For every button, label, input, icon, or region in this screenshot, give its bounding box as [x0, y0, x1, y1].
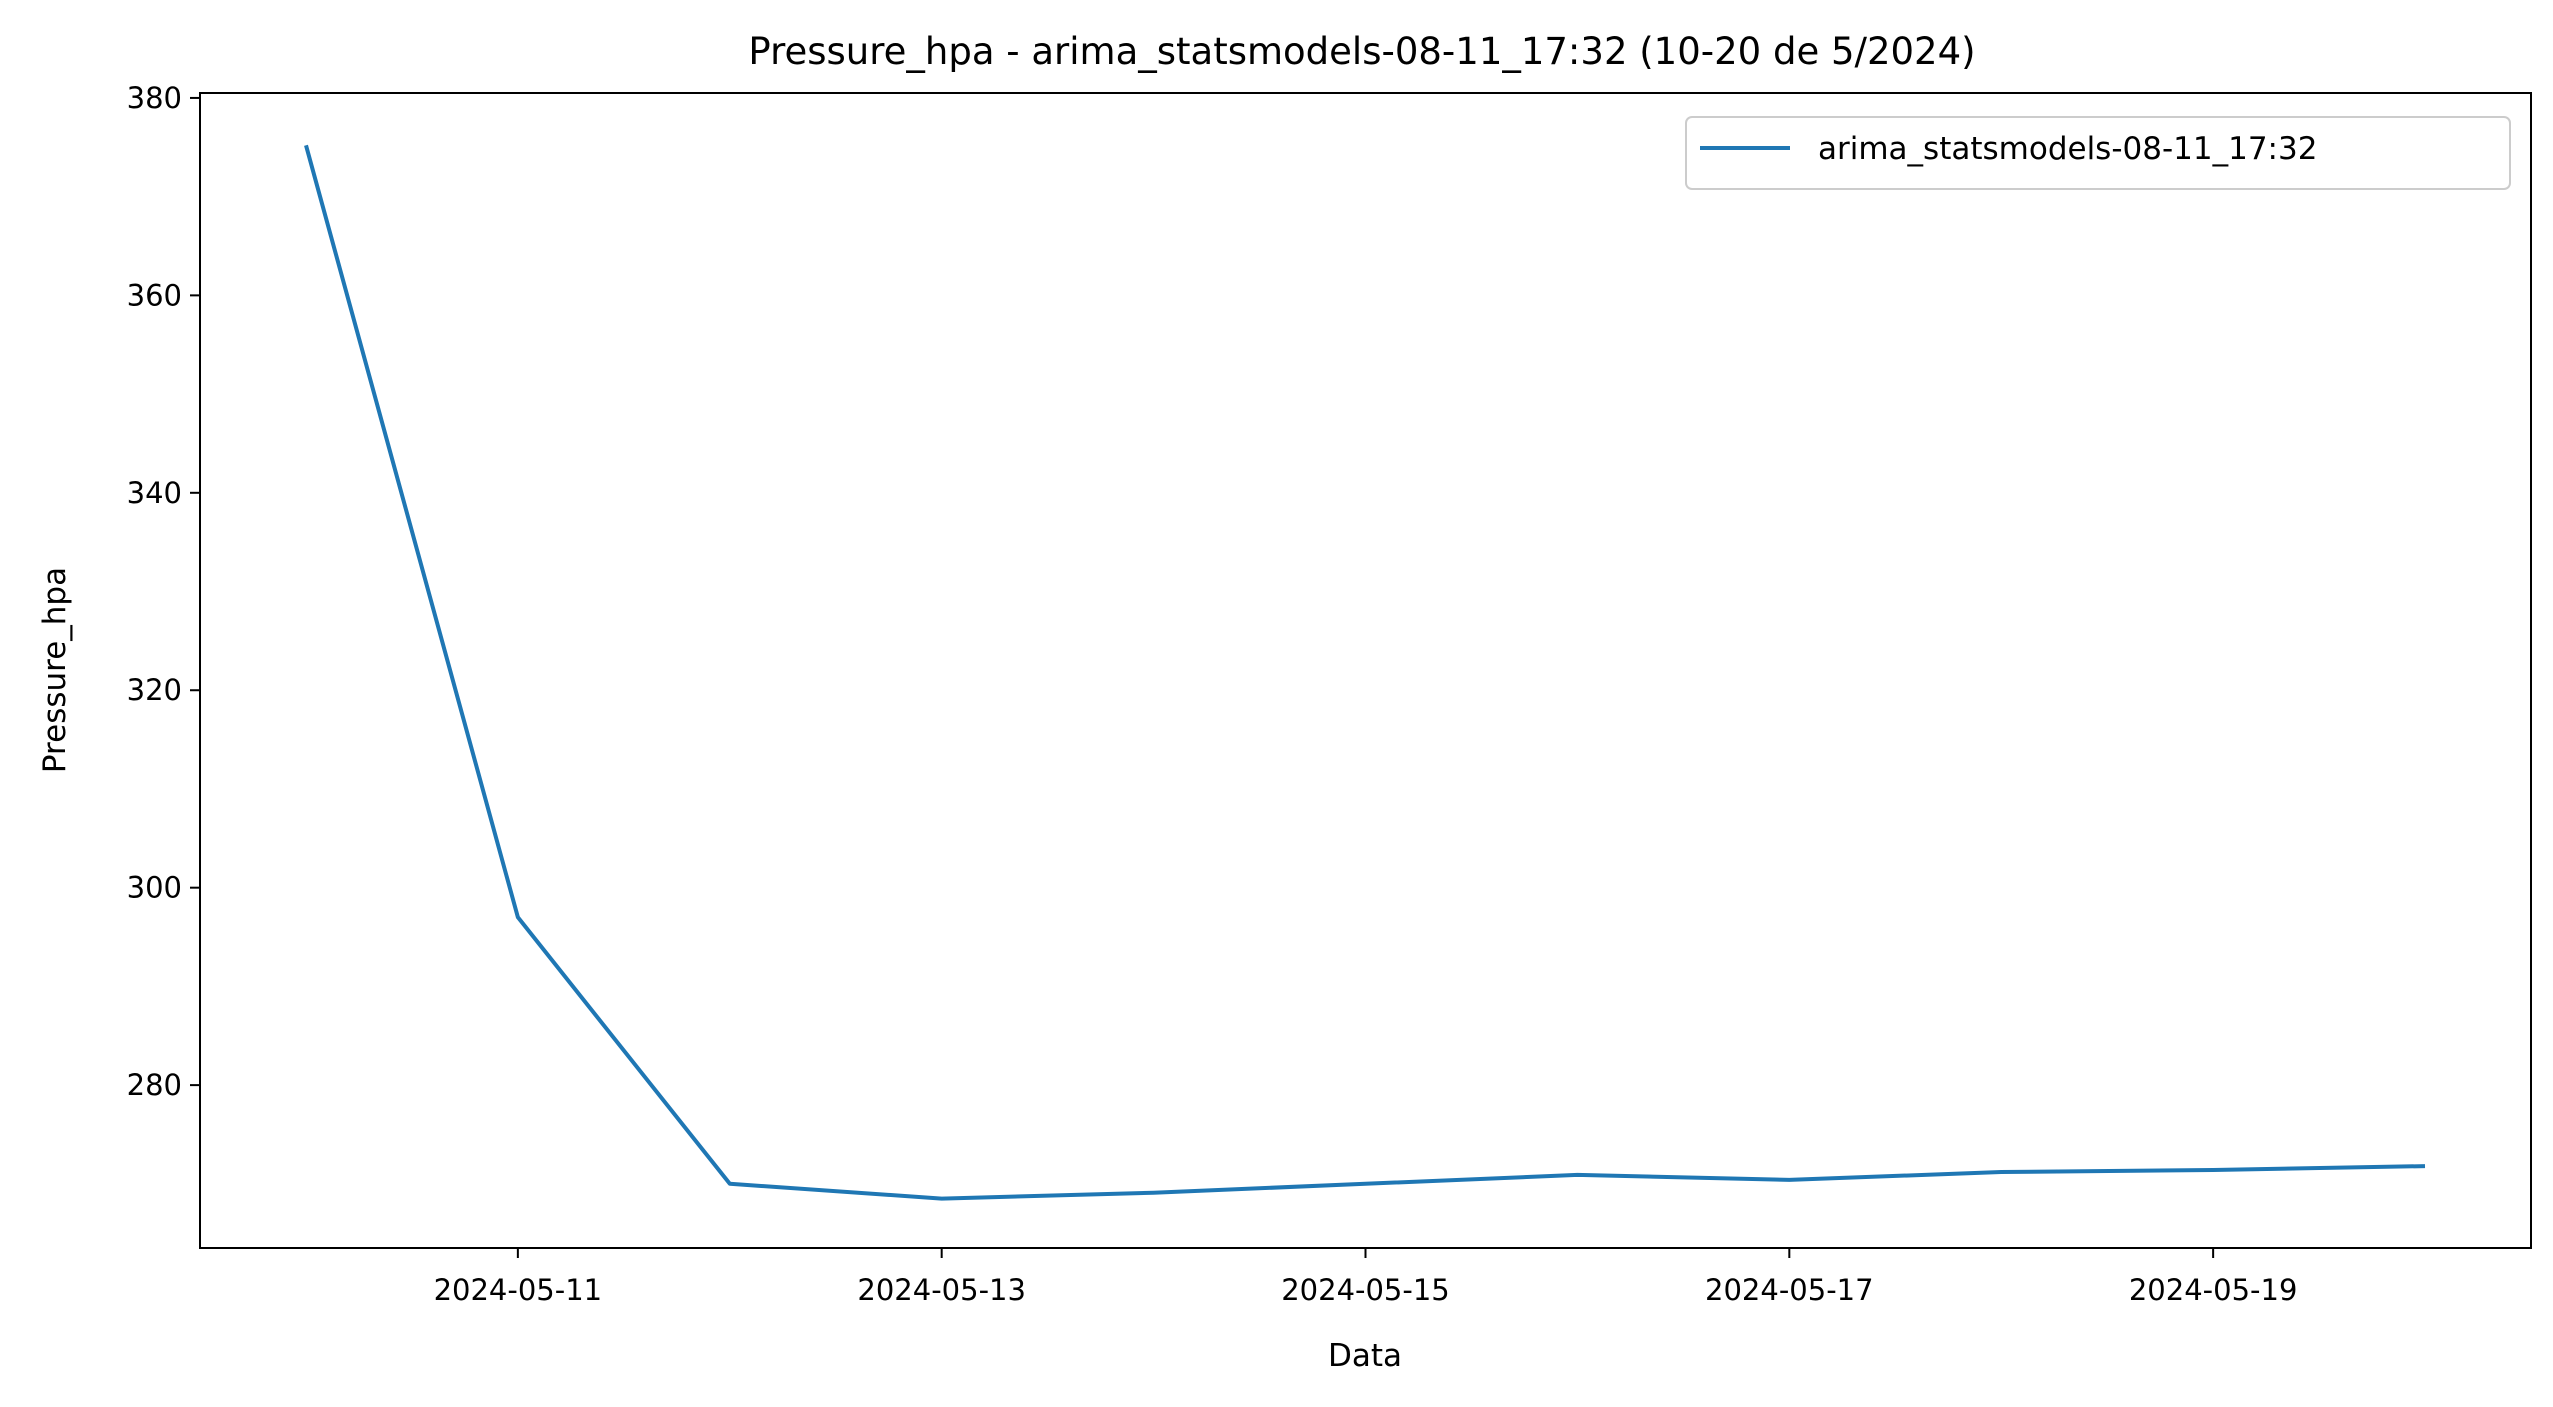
x-axis-label: Data [1328, 1338, 1402, 1374]
x-tick-label: 2024-05-11 [434, 1273, 603, 1307]
x-axis: 2024-05-11 2024-05-13 2024-05-15 2024-05-17… [434, 1248, 2298, 1307]
x-tick-label: 2024-05-19 [2129, 1273, 2298, 1307]
x-tick-label: 2024-05-17 [1705, 1273, 1874, 1307]
y-tick-label: 320 [127, 673, 182, 707]
y-tick-label: 280 [127, 1068, 182, 1102]
y-tick-label: 340 [127, 476, 182, 510]
legend-label: arima_statsmodels-08-11_17:32 [1818, 131, 2317, 167]
series-line [304, 144, 2426, 1201]
y-tick-label: 360 [127, 278, 182, 312]
y-tick-label: 380 [127, 81, 182, 115]
plot-area [199, 92, 2532, 1249]
chart-title: Pressure_hpa - arima_statsmodels-08-11_1… [748, 30, 1975, 73]
series-layer [304, 144, 2426, 1201]
y-tick-label: 300 [127, 871, 182, 905]
y-axis: 280 300 320 340 360 380 [127, 81, 200, 1102]
x-tick-label: 2024-05-13 [857, 1273, 1026, 1307]
x-tick-label: 2024-05-15 [1281, 1273, 1450, 1307]
legend-box [1685, 116, 2511, 190]
y-axis-label: Pressure_hpa [37, 567, 73, 773]
legend: arima_statsmodels-08-11_17:32 [1685, 116, 2511, 190]
